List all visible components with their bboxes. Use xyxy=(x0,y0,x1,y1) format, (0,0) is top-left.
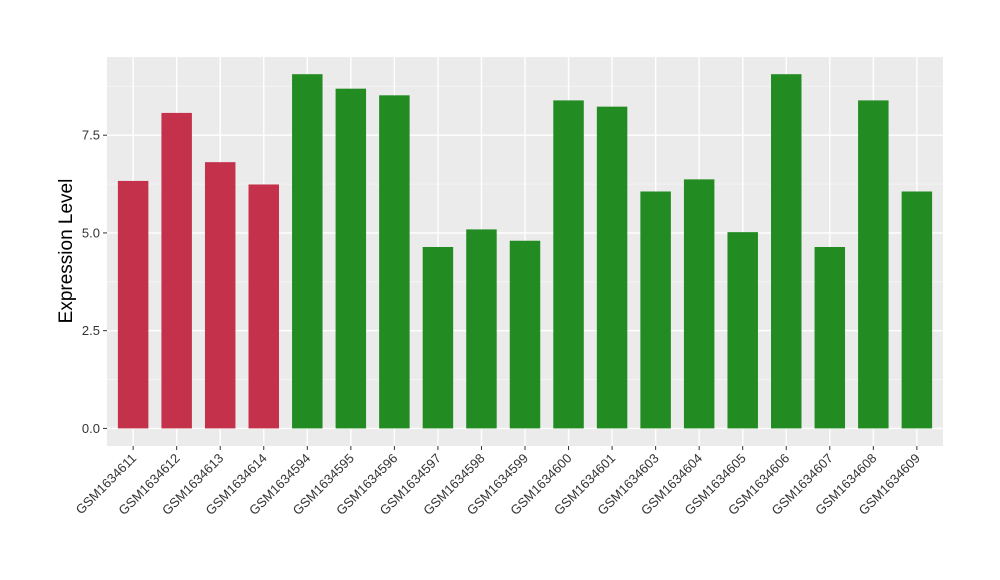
bar-GSM1634611 xyxy=(117,180,149,429)
bar-GSM1634598 xyxy=(466,229,497,429)
x-axis: GSM1634611GSM1634612GSM1634613GSM1634614… xyxy=(73,446,923,518)
bar-GSM1634613 xyxy=(204,162,236,429)
bar-GSM1634608 xyxy=(858,100,889,429)
bar-GSM1634604 xyxy=(683,179,715,429)
bar-GSM1634594 xyxy=(292,74,323,429)
bar-GSM1634606 xyxy=(771,74,802,429)
bar-GSM1634597 xyxy=(422,247,454,429)
bar-GSM1634601 xyxy=(596,106,628,429)
bar-GSM1634609 xyxy=(901,191,933,429)
bar-GSM1634603 xyxy=(640,191,671,429)
y-tick-label: 0.0 xyxy=(82,421,100,436)
bar-GSM1634600 xyxy=(553,100,584,429)
y-tick-label: 7.5 xyxy=(82,128,100,143)
bar-GSM1634607 xyxy=(814,247,846,429)
y-axis: 0.0 2.5 5.0 7.5 xyxy=(82,128,107,436)
bar-GSM1634605 xyxy=(727,232,758,429)
bar-GSM1634595 xyxy=(335,88,367,429)
bars xyxy=(117,74,933,429)
bar-GSM1634596 xyxy=(379,95,410,429)
y-axis-title: Expression Level xyxy=(56,179,77,324)
bar-GSM1634599 xyxy=(509,240,541,429)
bar-GSM1634612 xyxy=(161,112,192,429)
bar-GSM1634614 xyxy=(248,184,279,429)
y-tick-label: 5.0 xyxy=(82,225,100,240)
y-tick-label: 2.5 xyxy=(82,323,100,338)
